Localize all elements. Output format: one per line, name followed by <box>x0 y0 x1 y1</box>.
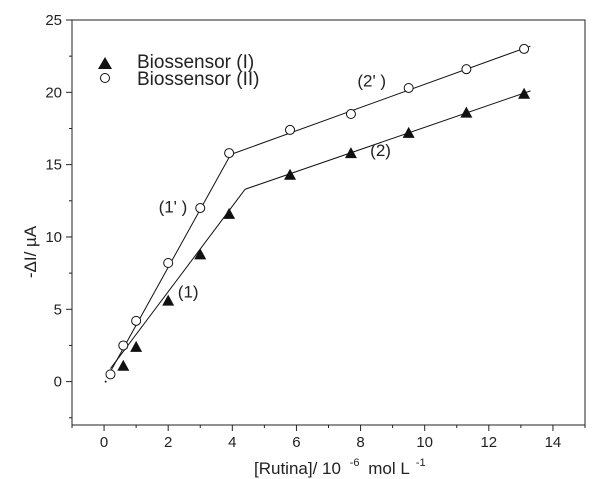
x-axis-title-unit: mol L <box>368 459 409 478</box>
x-axis-title-main: [Rutina]/ 10 <box>254 459 341 478</box>
x-tick-label: 2 <box>164 434 172 451</box>
data-point-biossensor-i <box>117 359 130 371</box>
x-tick-label: 10 <box>416 434 433 451</box>
x-tick-label: 4 <box>228 434 236 451</box>
legend-marker-triangle <box>98 57 112 69</box>
y-tick-label: 0 <box>54 374 62 391</box>
x-axis: 0 2 4 6 8 10 12 14 <box>71 425 586 451</box>
data-point-biossensor-i <box>130 340 143 352</box>
data-point-biossensor-ii <box>105 369 116 380</box>
fit-line <box>244 90 531 190</box>
x-axis-title-unit-exp: -1 <box>416 457 426 469</box>
x-axis-title: [Rutina]/ 10 -6 mol L -1 <box>254 451 426 478</box>
y-axis-title: -ΔI/ µA <box>21 225 40 278</box>
data-point-biossensor-i <box>518 87 531 99</box>
annotations: (1) (1' ) (2) (2' ) <box>159 72 391 302</box>
data-point-biossensor-ii <box>131 315 142 326</box>
data-point-biossensor-ii <box>195 203 206 214</box>
fit-line <box>230 45 531 155</box>
x-tick-label: 6 <box>292 434 300 451</box>
data-point-biossensor-i <box>223 207 236 219</box>
x-axis-title-exp: -6 <box>350 457 360 469</box>
y-axis: 0 5 10 15 20 25 <box>45 12 72 419</box>
x-tick-label: 14 <box>545 434 562 451</box>
data-point-biossensor-i <box>284 168 297 180</box>
y-tick-label: 5 <box>54 301 62 318</box>
legend: Biossensor (I) Biossensor (II) <box>98 52 259 90</box>
y-tick-label: 25 <box>45 12 62 29</box>
data-point-biossensor-ii <box>285 124 296 135</box>
data-point-biossensor-i <box>344 147 357 159</box>
data-point-biossensor-ii <box>163 258 174 268</box>
line-annotation: (2' ) <box>357 72 386 91</box>
data-point-biossensor-ii <box>224 148 235 159</box>
x-tick-label: 0 <box>100 434 108 451</box>
data-point-biossensor-i <box>194 248 207 260</box>
y-tick-label: 15 <box>45 157 62 174</box>
data-point-biossensor-i <box>162 294 175 306</box>
data-point-biossensor-ii <box>345 109 356 120</box>
line-annotation: (1) <box>178 283 199 302</box>
data-point-biossensor-i <box>460 106 473 118</box>
stray-dot <box>104 380 107 383</box>
data-point-biossensor-i <box>402 126 415 138</box>
data-point-biossensor-ii <box>403 82 414 93</box>
x-tick-label: 8 <box>356 434 364 451</box>
data-point-biossensor-ii <box>519 43 530 54</box>
line-annotation: (2) <box>370 141 391 160</box>
y-tick-label: 20 <box>45 84 62 101</box>
legend-marker-circle <box>100 73 110 83</box>
x-tick-label: 12 <box>480 434 497 451</box>
fit-line <box>110 188 246 369</box>
data-point-biossensor-ii <box>118 340 129 351</box>
data-point-biossensor-ii <box>461 64 472 75</box>
legend-label-biossensor-ii: Biossensor (II) <box>137 69 259 90</box>
legend-label-biossensor-i: Biossensor (I) <box>137 52 254 73</box>
line-annotation: (1' ) <box>159 197 188 216</box>
y-tick-label: 10 <box>45 229 62 246</box>
markers <box>104 43 531 383</box>
